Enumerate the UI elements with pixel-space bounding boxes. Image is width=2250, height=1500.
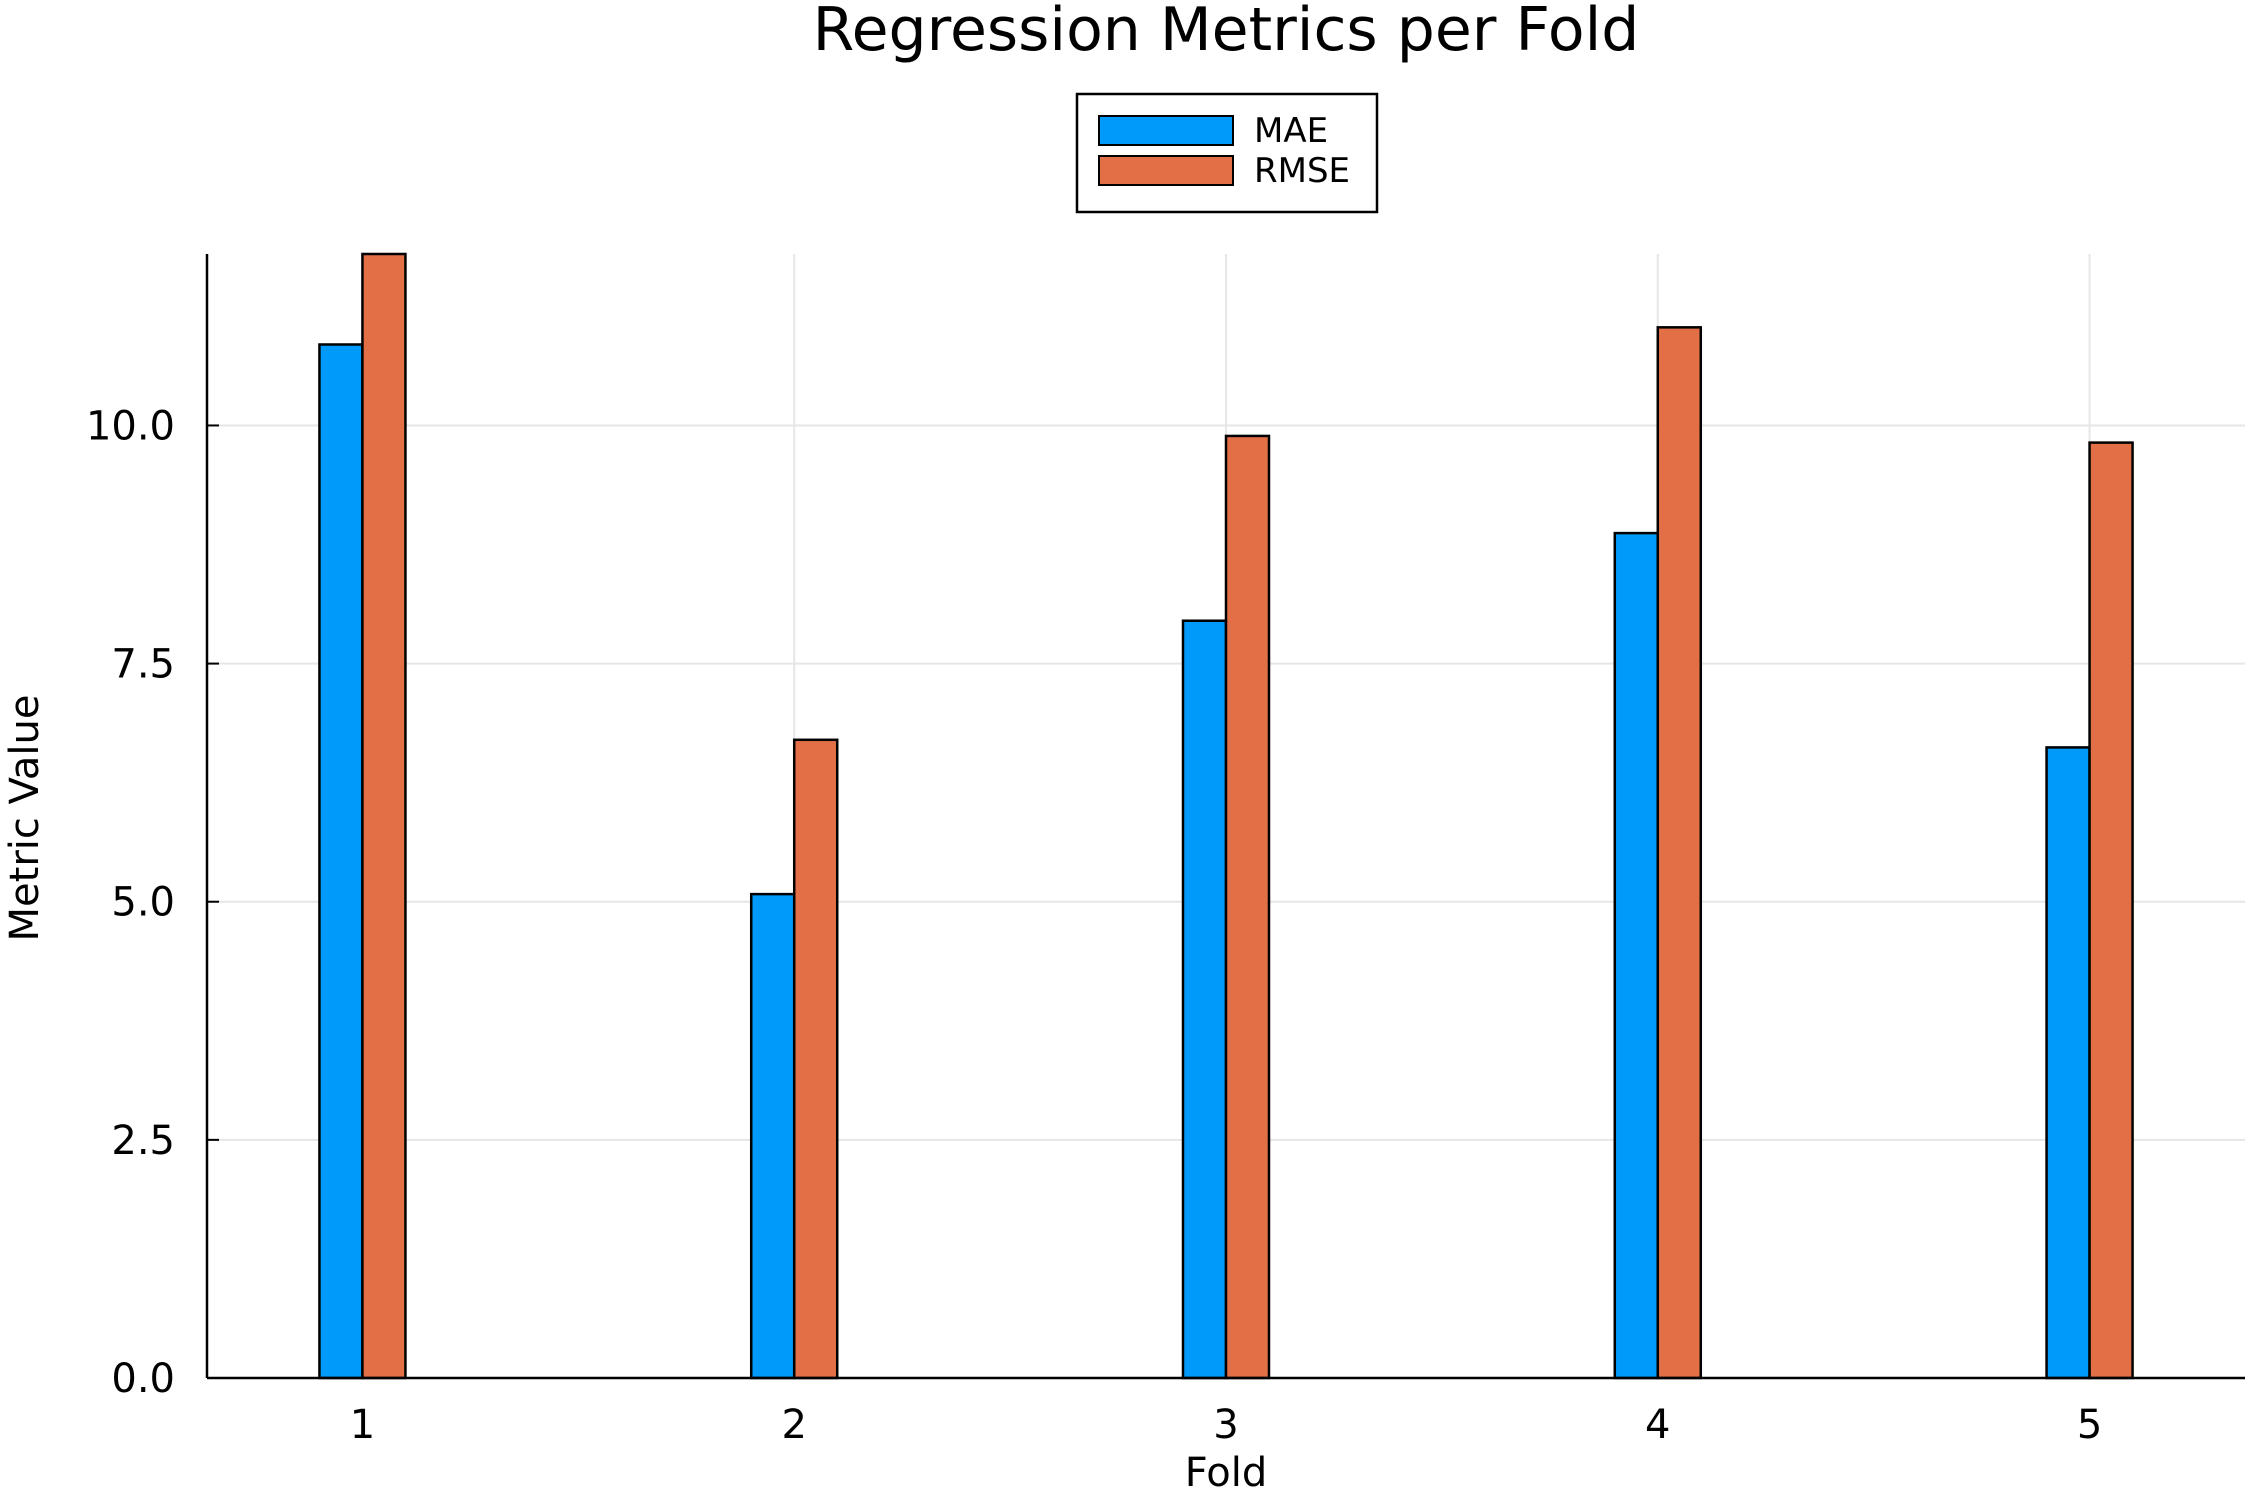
bar-mae-fold-1[interactable] bbox=[318, 343, 364, 1380]
y-axis-label: Metric Value bbox=[2, 695, 48, 942]
y-tick-label: 10.0 bbox=[86, 403, 175, 449]
bar-rmse-fold-1[interactable] bbox=[361, 252, 407, 1380]
legend-label-mae: MAE bbox=[1254, 111, 1328, 151]
axes bbox=[205, 254, 2245, 1380]
legend-swatch-mae bbox=[1098, 115, 1234, 146]
y-tick-label: 7.5 bbox=[111, 642, 175, 688]
x-tick-label: 4 bbox=[1645, 1402, 1670, 1448]
bar-rmse-fold-4[interactable] bbox=[1656, 326, 1703, 1380]
bar-mae-fold-5[interactable] bbox=[2045, 746, 2091, 1380]
legend-label-rmse: RMSE bbox=[1254, 151, 1350, 191]
y-tick-label: 0.0 bbox=[111, 1356, 175, 1402]
bar-mae-fold-4[interactable] bbox=[1613, 531, 1660, 1380]
x-tick-label: 3 bbox=[1213, 1402, 1238, 1448]
legend-box bbox=[1075, 92, 1379, 214]
x-tick-label: 1 bbox=[350, 1402, 375, 1448]
bar-rmse-fold-5[interactable] bbox=[2088, 441, 2134, 1380]
x-tick-label: 2 bbox=[781, 1402, 806, 1448]
bar-rmse-fold-3[interactable] bbox=[1224, 434, 1271, 1380]
x-axis-label: Fold bbox=[1185, 1450, 1268, 1496]
bar-mae-fold-2[interactable] bbox=[749, 892, 796, 1380]
legend-swatch-rmse bbox=[1098, 155, 1234, 186]
y-tick-label: 5.0 bbox=[111, 880, 175, 926]
bar-rmse-fold-2[interactable] bbox=[792, 738, 839, 1380]
tick-labels: 1 2 3 4 5 0.0 2.5 5.0 7.5 10.0 bbox=[86, 403, 2102, 1448]
y-tick-label: 2.5 bbox=[111, 1118, 175, 1164]
chart-title: Regression Metrics per Fold bbox=[813, 0, 1640, 65]
bar-mae-fold-3[interactable] bbox=[1181, 619, 1228, 1380]
x-tick-label: 5 bbox=[2077, 1402, 2102, 1448]
